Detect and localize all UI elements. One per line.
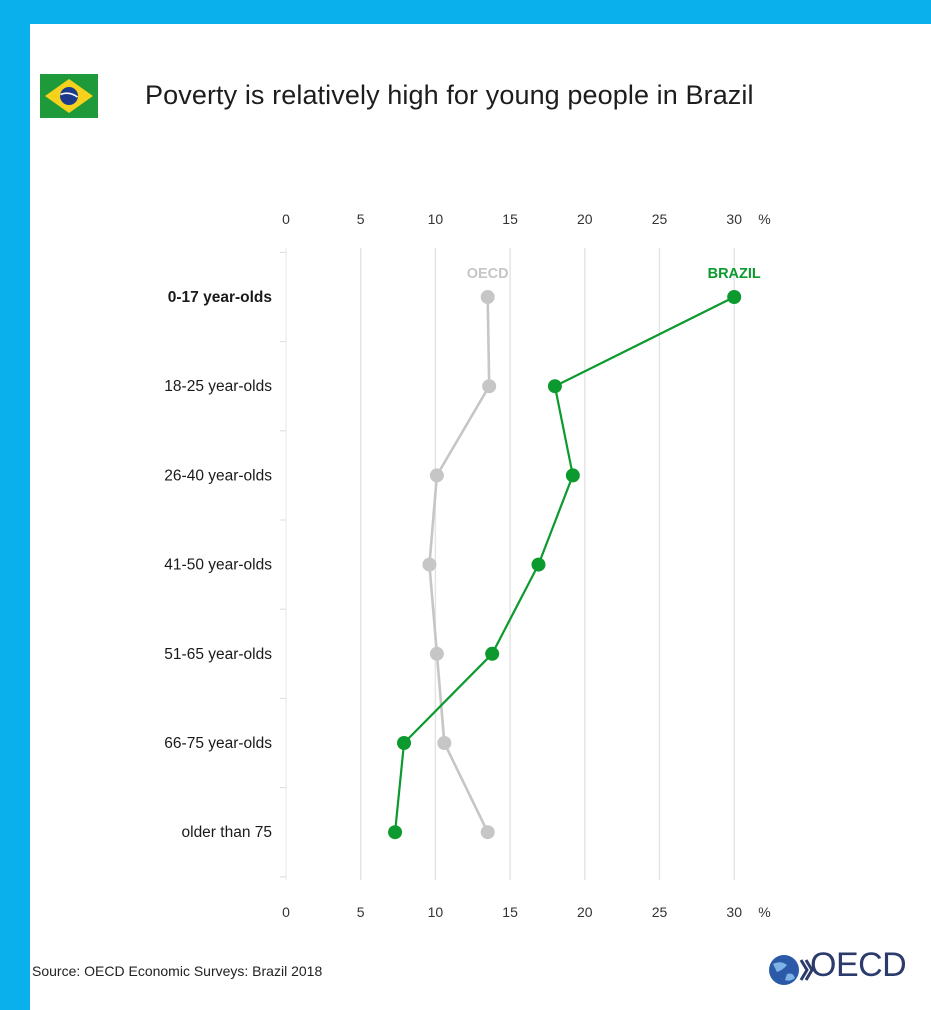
tick-label-bottom-0: 0 <box>282 904 290 920</box>
series-labels: OECD BRAZIL <box>467 266 761 282</box>
axis-labels: 0 5 10 15 20 25 30 % 0 5 10 15 20 25 30% <box>282 211 771 920</box>
series-lines <box>388 290 742 840</box>
series-label-brazil: BRAZIL <box>708 266 761 282</box>
data-point-brazil <box>397 736 412 750</box>
category-label: 51-65 year-olds <box>164 646 272 663</box>
data-point-oecd <box>480 290 495 304</box>
grid-lines <box>280 248 735 880</box>
chart-card <box>30 24 931 1010</box>
data-point-brazil <box>485 646 500 661</box>
data-point-oecd <box>437 736 452 750</box>
data-point-brazil <box>727 290 742 304</box>
data-point-oecd <box>422 557 437 572</box>
data-point-brazil <box>388 825 403 840</box>
tick-label-bottom-15: 15 <box>502 904 518 920</box>
tick-label-bottom-5: 5 <box>357 904 365 920</box>
data-point-oecd <box>429 468 444 483</box>
category-label: 26-40 year-olds <box>164 467 272 484</box>
tick-label-top-25: 25 <box>652 211 668 227</box>
unit-label-bottom: % <box>758 904 770 920</box>
tick-label-bottom-30: 30 <box>726 904 742 920</box>
tick-label-top-15: 15 <box>502 211 518 227</box>
category-label: 41-50 year-olds <box>164 557 272 574</box>
data-point-brazil <box>531 557 546 572</box>
tick-label-bottom-20: 20 <box>577 904 593 920</box>
category-label: 66-75 year-olds <box>164 735 272 752</box>
category-labels: 0-17 year-olds 18-25 year-olds 26-40 year-… <box>164 289 272 841</box>
category-label: older than 75 <box>182 824 273 841</box>
series-line-oecd <box>428 296 491 833</box>
data-point-oecd <box>482 379 497 394</box>
data-point-brazil <box>547 379 562 394</box>
unit-label-top: % <box>758 211 770 227</box>
data-point-oecd <box>480 825 495 840</box>
oecd-logo-text: OECD <box>810 946 907 984</box>
data-point-brazil <box>565 468 580 483</box>
tick-label-top-10: 10 <box>428 211 444 227</box>
series-line-brazil <box>393 296 735 833</box>
data-point-oecd <box>429 646 444 661</box>
tick-label-top-20: 20 <box>577 211 593 227</box>
oecd-globe-icon <box>769 955 814 985</box>
chart-title: Poverty is relatively high for young peo… <box>145 80 754 110</box>
tick-label-bottom-25: 25 <box>652 904 668 920</box>
tick-label-bottom-10: 10 <box>428 904 444 920</box>
tick-label-top-0: 0 <box>282 211 290 227</box>
series-label-oecd: OECD <box>467 266 509 282</box>
source-note: Source: OECD Economic Surveys: Brazil 20… <box>32 963 323 979</box>
tick-label-top-5: 5 <box>357 211 365 227</box>
category-label: 0-17 year-olds <box>168 289 272 306</box>
brazil-flag-icon <box>40 74 98 118</box>
tick-label-top-30: 30 <box>726 211 742 227</box>
category-label: 18-25 year-olds <box>164 378 272 395</box>
